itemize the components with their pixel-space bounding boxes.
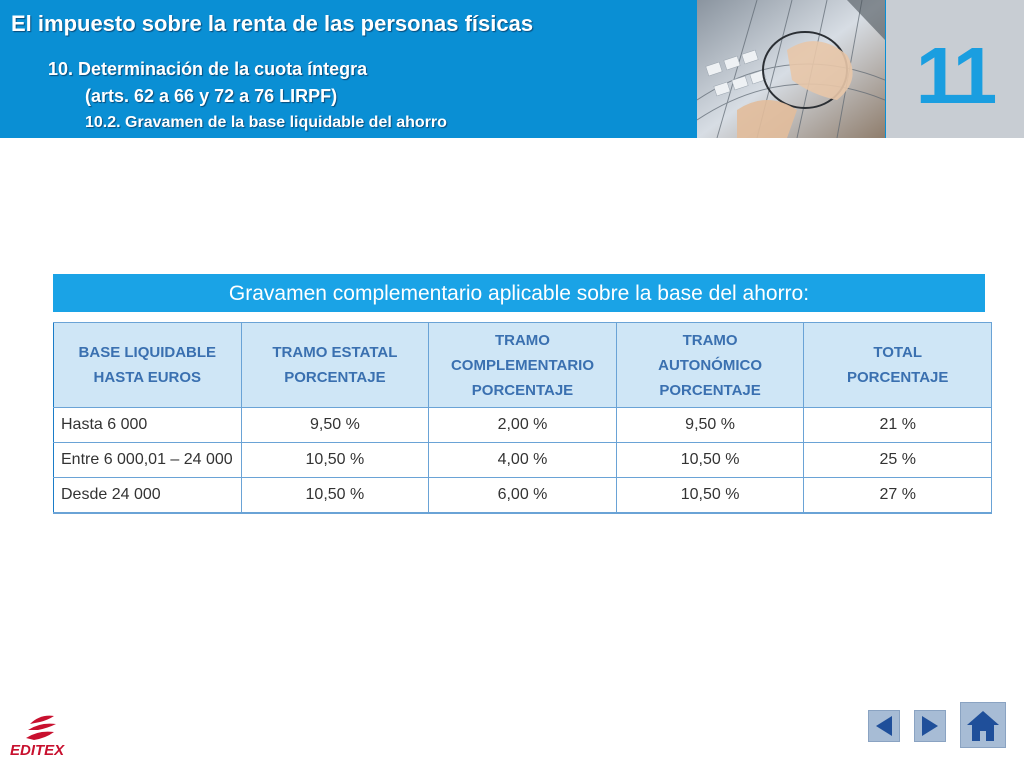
home-button[interactable]: [960, 702, 1006, 748]
next-button[interactable]: [914, 710, 946, 742]
page-title: El impuesto sobre la renta de las person…: [11, 11, 534, 36]
header-line: HASTA EUROS: [93, 369, 202, 386]
cell-base: Hasta 6 000: [53, 407, 242, 443]
header-base-liquidable: BASE LIQUIDABLE HASTA EUROS: [53, 322, 242, 408]
cell-complementario: 6,00 %: [428, 477, 617, 514]
subsection-heading: 10.2. Gravamen de la base liquidable del…: [85, 114, 447, 131]
table-caption-banner: Gravamen complementario aplicable sobre …: [53, 274, 985, 312]
tax-rate-table: BASE LIQUIDABLE HASTA EUROS TRAMO ESTATA…: [53, 322, 992, 514]
header-line: PORCENTAJE: [471, 381, 574, 399]
section-heading: 10. Determinación de la cuota íntegra: [48, 59, 368, 79]
cell-total: 21 %: [803, 407, 992, 443]
editex-logo-mark-icon: [26, 715, 56, 740]
header-tramo-complementario: TRAMO COMPLEMENTARIO PORCENTAJE: [428, 322, 617, 408]
cell-autonomico: 10,50 %: [615, 477, 805, 514]
cell-estatal: 9,50 %: [240, 407, 430, 443]
header-total: TOTAL PORCENTAJE: [803, 322, 992, 408]
cell-autonomico: 9,50 %: [615, 407, 805, 443]
section-articles: (arts. 62 a 66 y 72 a 76 LIRPF): [85, 86, 338, 106]
cell-total: 25 %: [803, 442, 992, 478]
table-row: Desde 24 000 10,50 % 6,00 % 10,50 % 27 %: [53, 477, 992, 514]
header-line: PORCENTAJE: [846, 369, 949, 386]
cell-base: Desde 24 000: [53, 477, 242, 514]
logo-text: EDITEX: [10, 742, 65, 759]
triangle-right-icon: [922, 716, 938, 736]
header-line: TRAMO: [494, 331, 550, 349]
cell-complementario: 2,00 %: [428, 407, 617, 443]
cell-autonomico: 10,50 %: [615, 442, 805, 478]
header-line: COMPLEMENTARIO: [450, 356, 595, 374]
header-line: TOTAL: [873, 344, 922, 361]
table-row: Entre 6 000,01 – 24 000 10,50 % 4,00 % 1…: [53, 442, 992, 478]
header-bar: El impuesto sobre la renta de las person…: [0, 0, 1024, 138]
previous-button[interactable]: [868, 710, 900, 742]
chapter-box: 11: [886, 0, 1024, 138]
header-line: PORCENTAJE: [284, 369, 386, 386]
header-line: BASE LIQUIDABLE: [78, 344, 217, 361]
cell-complementario: 4,00 %: [428, 442, 617, 478]
keyboard-hand-image: [697, 0, 885, 138]
home-icon: [967, 711, 999, 741]
cell-base: Entre 6 000,01 – 24 000: [53, 442, 242, 478]
header-line: AUTONÓMICO: [658, 356, 763, 374]
header-line: TRAMO ESTATAL: [272, 344, 398, 361]
header-line: PORCENTAJE: [659, 381, 761, 399]
table-header-row: BASE LIQUIDABLE HASTA EUROS TRAMO ESTATA…: [53, 322, 992, 408]
header-photo: [697, 0, 885, 138]
editex-logo: EDITEX: [10, 712, 76, 760]
header-tramo-estatal: TRAMO ESTATAL PORCENTAJE: [240, 322, 430, 408]
chapter-number: 11: [915, 31, 998, 120]
cell-estatal: 10,50 %: [240, 477, 430, 514]
cell-total: 27 %: [803, 477, 992, 514]
triangle-left-icon: [876, 716, 892, 736]
cell-estatal: 10,50 %: [240, 442, 430, 478]
header-line: TRAMO: [682, 331, 738, 349]
header-tramo-autonomico: TRAMO AUTONÓMICO PORCENTAJE: [615, 322, 805, 408]
table-row: Hasta 6 000 9,50 % 2,00 % 9,50 % 21 %: [53, 407, 992, 443]
